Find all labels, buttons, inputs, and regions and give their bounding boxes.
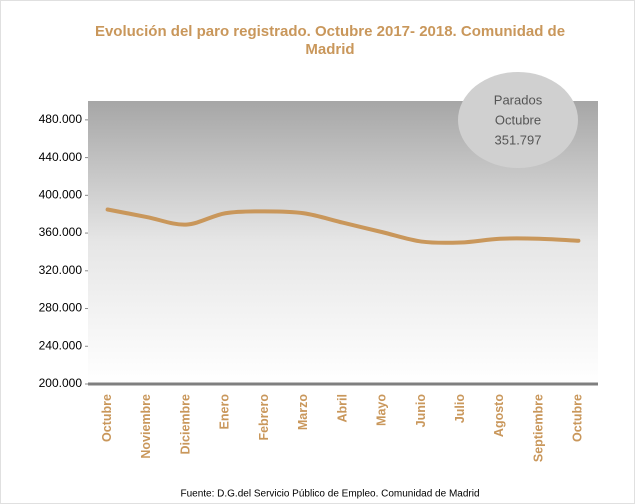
annotation-bubble [458,72,578,168]
y-tick-label: 240.000 [39,338,83,352]
y-tick-label: 480.000 [39,112,83,126]
y-tick-label: 280.000 [39,301,83,315]
x-tick-label: Octubre [571,394,585,442]
x-tick-label: Agosto [492,394,506,437]
x-tick-label: Febrero [257,394,271,441]
x-tick-label: Abril [335,394,349,422]
line [105,207,581,245]
x-tick-label: Diciembre [178,394,192,454]
annotation-text: 351.797 [495,132,542,147]
source: Fuente: D.G.del Servicio Público de Empl… [180,489,479,500]
chart-title: Madrid [305,41,354,58]
annotation-text: Parados [494,92,543,107]
x-tick-label: Mayo [375,394,389,426]
x-tick-label: Junio [414,394,428,428]
y-tick-label: 440.000 [39,150,83,164]
x-tick-label: Enero [218,394,232,430]
x-tick-label: Octubre [100,394,114,442]
chart-title: Evolución del paro registrado. Octubre 2… [95,23,565,40]
x-tick-label: Marzo [296,394,310,430]
x-tick-label: Septiembre [531,394,545,462]
y-tick-label: 360.000 [39,225,83,239]
y-tick-label: 200.000 [39,376,83,390]
annotation-text: Octubre [495,112,541,127]
x-tick-label: Noviembre [139,394,153,459]
y-tick-label: 400.000 [39,188,83,202]
y-tick-label: 320.000 [39,263,83,277]
x-tick-label: Julio [453,394,467,424]
